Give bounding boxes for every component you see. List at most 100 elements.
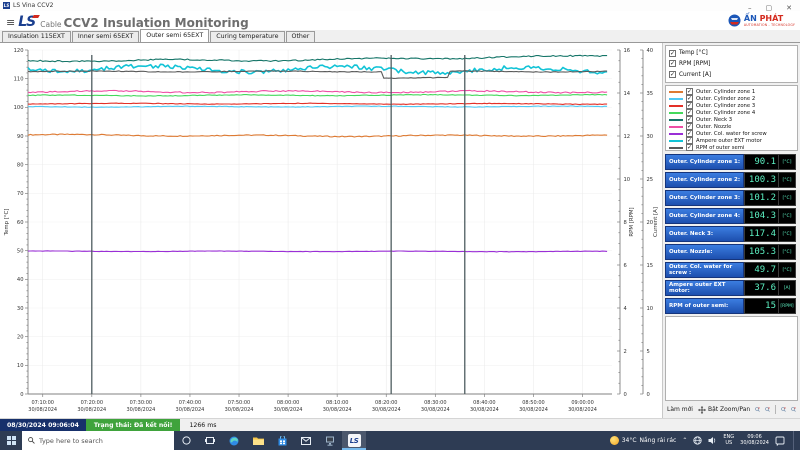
tab-bar: Insulation 115EXT Inner semi 65EXT Outer s…	[0, 29, 800, 43]
refresh-button[interactable]: Làm mới	[667, 406, 693, 413]
svg-text:0: 0	[647, 392, 650, 398]
series-outer-col-water-for-screw	[27, 250, 608, 253]
checkbox-icon[interactable]	[686, 102, 693, 109]
reading-value: 117.4	[744, 226, 779, 242]
reading-label: Ampere outer EXT motor:	[665, 280, 744, 296]
reading-unit: [°C]	[779, 154, 796, 170]
zoom-in-x-icon[interactable]	[755, 405, 760, 414]
tab-outer-semi-65ext[interactable]: Outer semi 65EXT	[140, 29, 210, 42]
cortana-icon[interactable]	[174, 431, 198, 450]
volume-icon[interactable]	[708, 436, 717, 445]
svg-text:07:30:00: 07:30:00	[130, 400, 152, 406]
checkbox-icon[interactable]	[686, 116, 693, 123]
tab-other[interactable]: Other	[285, 31, 316, 42]
menu-icon[interactable]: ≡	[6, 16, 16, 29]
edge-browser-icon[interactable]	[222, 431, 246, 450]
svg-text:0: 0	[20, 392, 23, 398]
status-datetime: 08/30/2024 09:06:04	[0, 419, 86, 431]
svg-text:60: 60	[17, 220, 24, 226]
checkbox-icon[interactable]	[686, 144, 693, 151]
reading-value: 104.3	[744, 208, 779, 224]
series-color-swatch	[669, 111, 683, 114]
svg-text:08:20:00: 08:20:00	[375, 400, 397, 406]
checkbox-icon[interactable]	[686, 88, 693, 95]
series-outer-cylinder-zone-4	[27, 93, 608, 97]
reading-row-outer-cylinder-zone-3: Outer. Cylinder zone 3: 101.2 [°C]	[665, 190, 798, 206]
tray-expand-icon[interactable]: ⌃	[682, 437, 688, 444]
svg-text:Temp [°C]: Temp [°C]	[4, 209, 10, 237]
close-button[interactable]: ✕	[786, 4, 792, 12]
svg-text:20: 20	[17, 335, 24, 341]
svg-text:30/08/2024: 30/08/2024	[28, 407, 57, 413]
minimize-button[interactable]: –	[748, 4, 752, 12]
taskbar-clock[interactable]: 09:06 30/08/2024	[740, 434, 769, 446]
reading-value: 101.2	[744, 190, 779, 206]
reading-value: 100.3	[744, 172, 779, 188]
svg-text:08:30:00: 08:30:00	[424, 400, 446, 406]
legend-label: Outer. Cylinder zone 4	[696, 109, 756, 116]
svg-text:25: 25	[647, 177, 654, 183]
tab-insulation-115ext[interactable]: Insulation 115EXT	[2, 31, 71, 42]
axis-toggle-group: Temp [°C] RPM [RPM] Current [A]	[665, 45, 798, 83]
file-explorer-icon[interactable]	[246, 431, 270, 450]
svg-text:110: 110	[14, 77, 24, 83]
svg-text:14: 14	[624, 91, 631, 97]
checkbox-icon[interactable]	[686, 123, 693, 130]
mail-icon[interactable]	[294, 431, 318, 450]
store-icon[interactable]	[270, 431, 294, 450]
tab-curing-temperature[interactable]: Curing temperature	[210, 31, 285, 42]
taskbar: Type here to search LS 34°C	[0, 431, 800, 450]
right-panel: Temp [°C] RPM [RPM] Current [A] Outer. Cyl…	[662, 43, 800, 418]
task-view-icon[interactable]	[198, 431, 222, 450]
svg-text:10: 10	[624, 177, 631, 183]
checkbox-icon[interactable]	[669, 60, 676, 68]
ls-app-taskbar-icon[interactable]: LS	[342, 431, 366, 450]
zoom-pan-button[interactable]: Bật Zoom/Pan	[697, 405, 750, 414]
svg-text:30/08/2024: 30/08/2024	[176, 407, 205, 413]
weather-temp: 34°C	[621, 437, 637, 444]
tab-inner-semi-65ext[interactable]: Inner semi 65EXT	[71, 31, 140, 42]
zoom-out-y-icon[interactable]	[791, 405, 796, 414]
checkbox-icon[interactable]	[686, 95, 693, 102]
reading-unit: [°C]	[779, 244, 796, 260]
panel-buttons: Làm mới Bật Zoom/Pan	[665, 403, 798, 416]
language-indicator[interactable]: ENG US	[723, 434, 735, 446]
weather-widget[interactable]: 34°C Nắng rải rác	[609, 436, 676, 445]
pan-icon	[697, 405, 706, 414]
checkbox-icon[interactable]	[686, 130, 693, 137]
reading-label: Outer. Cylinder zone 4:	[665, 208, 744, 224]
show-desktop-button[interactable]	[793, 431, 796, 450]
svg-text:50: 50	[17, 249, 24, 255]
maximize-button[interactable]: ▢	[765, 4, 773, 12]
search-input[interactable]: Type here to search	[22, 431, 174, 450]
action-center-icon[interactable]	[775, 436, 785, 446]
svg-text:30/08/2024: 30/08/2024	[323, 407, 352, 413]
svg-text:30/08/2024: 30/08/2024	[470, 407, 499, 413]
svg-text:120: 120	[14, 48, 24, 54]
sun-icon	[609, 436, 619, 445]
svg-text:08:40:00: 08:40:00	[473, 400, 495, 406]
reading-unit: [°C]	[779, 262, 796, 278]
checkbox-icon[interactable]	[686, 137, 693, 144]
checkbox-icon[interactable]	[669, 49, 676, 57]
ls-cable-logo: LS	[18, 14, 36, 30]
svg-text:100: 100	[14, 105, 24, 111]
page-title: CCV2 Insulation Monitoring	[63, 16, 249, 30]
checkbox-icon[interactable]	[686, 109, 693, 116]
svg-text:30/08/2024: 30/08/2024	[225, 407, 254, 413]
legend-item-outer-col-water-for-screw: Outer. Col. water for screw	[669, 130, 794, 137]
zoom-in-y-icon[interactable]	[781, 405, 786, 414]
scada-app-icon[interactable]	[318, 431, 342, 450]
readings-panel: Outer. Cylinder zone 1: 90.1 [°C] Outer. Cy…	[665, 154, 798, 314]
svg-text:RPM [RPM]: RPM [RPM]	[629, 207, 635, 236]
svg-text:30/08/2024: 30/08/2024	[519, 407, 548, 413]
svg-text:10: 10	[647, 306, 654, 312]
svg-text:6: 6	[624, 263, 627, 269]
zoom-out-x-icon[interactable]	[765, 405, 770, 414]
svg-text:07:40:00: 07:40:00	[179, 400, 201, 406]
start-button[interactable]	[0, 431, 22, 450]
legend-label: RPM of outer semi	[696, 144, 745, 151]
network-icon[interactable]	[693, 436, 703, 445]
checkbox-icon[interactable]	[669, 71, 676, 79]
